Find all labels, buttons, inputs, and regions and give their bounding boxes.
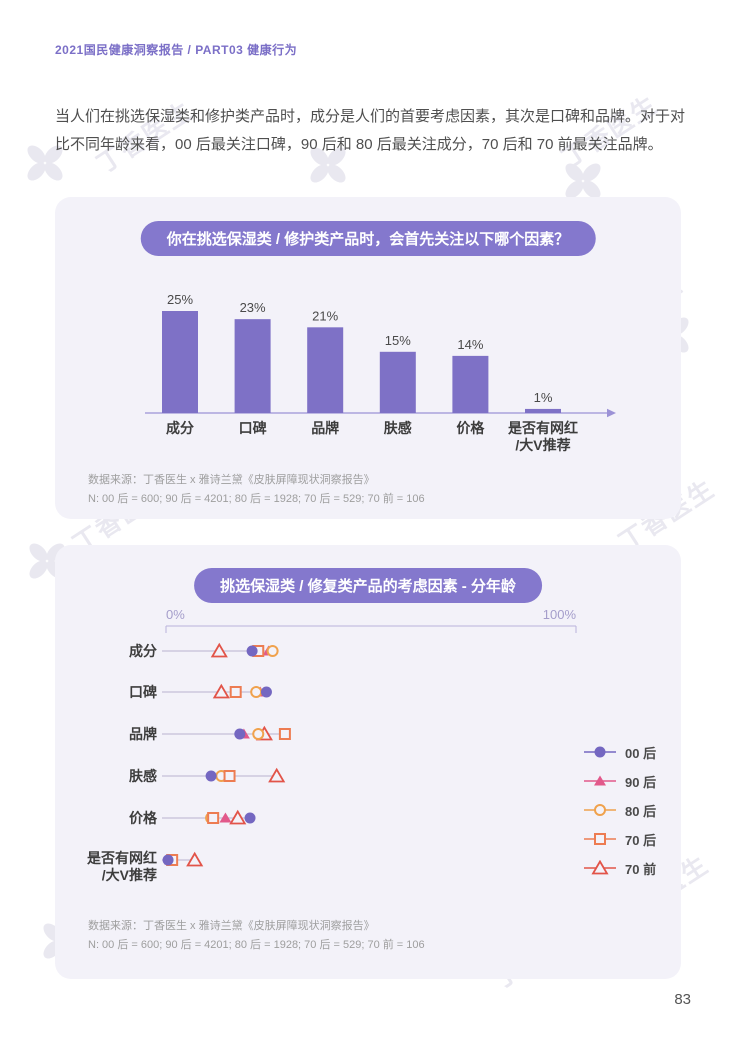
bar-group-5: 1% 是否有网红/大V推荐 bbox=[508, 390, 578, 453]
marker-triangle-open bbox=[229, 809, 247, 825]
x-axis-arrow-icon bbox=[607, 408, 616, 418]
marker-triangle-open bbox=[591, 860, 609, 875]
bar-chart-card: 你在挑选保湿类 / 修护类产品时，会首先关注以下哪个因素？ 25% 成分 23% 口碑… bbox=[55, 197, 681, 519]
page-number: 83 bbox=[674, 991, 691, 1008]
row-category-label: 肤感 bbox=[129, 768, 157, 784]
dot-plot: 0% 100% 成分口碑品牌肤感价格是否有网红/大V推荐 bbox=[83, 605, 658, 910]
dot-row-2: 品牌 bbox=[129, 725, 291, 742]
dot-plot-source: 数据来源：丁香医生 x 雅诗兰黛《皮肤屏障现状洞察报告》 N: 00 后 = 6… bbox=[88, 917, 425, 954]
dot-plot-legend: 00 后 90 后 80 后 70 后 70 前 bbox=[583, 745, 656, 890]
dot-plot-card: 挑选保湿类 / 修复类产品的考虑因素 - 分年龄 0% 100% 成分口碑品牌肤感价… bbox=[55, 545, 681, 979]
bar-category-label: 是否有网红/大V推荐 bbox=[508, 420, 578, 453]
marker-square-open bbox=[207, 812, 220, 824]
bar-group-3: 15% 肤感 bbox=[379, 333, 416, 436]
marker-triangle-filled bbox=[219, 812, 232, 823]
axis-label-100: 100% bbox=[543, 607, 577, 622]
intro-paragraph: 当人们在挑选保湿类和修护类产品时，成分是人们的首要考虑因素，其次是口碑和品牌。对… bbox=[55, 108, 686, 153]
row-category-label: 价格 bbox=[129, 810, 158, 826]
dot-row-5: 是否有网红/大V推荐 bbox=[87, 850, 204, 883]
bar bbox=[525, 408, 561, 413]
marker-circle-filled bbox=[234, 728, 246, 740]
legend-marker-icon bbox=[584, 860, 616, 875]
bar bbox=[307, 327, 344, 413]
legend-item-2: 80 后 bbox=[583, 803, 657, 819]
marker-square-open bbox=[223, 770, 236, 782]
marker-triangle-open bbox=[210, 642, 228, 658]
legend-item-4: 70 前 bbox=[583, 860, 657, 877]
source-line-2: N: 00 后 = 600; 90 后 = 4201; 80 后 = 1928;… bbox=[88, 938, 425, 951]
marker-circle-filled bbox=[162, 854, 174, 866]
axis-label-0: 0% bbox=[166, 607, 185, 622]
legend-label: 80 后 bbox=[625, 803, 657, 819]
bar bbox=[452, 355, 489, 413]
bar-category-label: 成分 bbox=[166, 420, 194, 436]
legend-marker-icon bbox=[584, 775, 616, 786]
legend-marker-icon bbox=[584, 804, 616, 816]
row-category-label: 是否有网红/大V推荐 bbox=[87, 850, 157, 883]
bar-value-label: 23% bbox=[240, 300, 266, 315]
dot-plot-title: 挑选保湿类 / 修复类产品的考虑因素 - 分年龄 bbox=[194, 568, 542, 603]
bar-chart-source: 数据来源：丁香医生 x 雅诗兰黛《皮肤屏障现状洞察报告》 N: 00 后 = 6… bbox=[88, 471, 425, 508]
legend-item-1: 90 后 bbox=[583, 774, 657, 790]
marker-triangle-open bbox=[186, 851, 204, 867]
bar-chart: 25% 成分 23% 口碑 21% 品牌 15% 肤感 14% 价格 1% 是否有网红/大V推荐 bbox=[83, 285, 655, 472]
dot-row-0: 成分 bbox=[129, 642, 279, 659]
marker-circle-filled bbox=[246, 645, 258, 657]
legend-label: 90 后 bbox=[625, 774, 657, 790]
row-category-label: 品牌 bbox=[129, 726, 157, 742]
bar-value-label: 15% bbox=[385, 333, 411, 348]
bar-category-label: 肤感 bbox=[384, 420, 412, 436]
marker-circle-filled bbox=[260, 686, 272, 698]
bar bbox=[162, 311, 198, 413]
marker-square-open bbox=[229, 686, 242, 698]
dot-row-3: 肤感 bbox=[129, 767, 286, 784]
legend-label: 00 后 bbox=[625, 745, 657, 761]
bar bbox=[234, 319, 271, 413]
marker-square-open bbox=[594, 833, 606, 845]
marker-square-open bbox=[278, 728, 291, 740]
report-breadcrumb: 2021国民健康洞察报告 / PART03 健康行为 bbox=[55, 43, 298, 57]
bar-category-label: 品牌 bbox=[311, 420, 339, 436]
dot-row-1: 口碑 bbox=[129, 683, 272, 700]
bar-group-2: 21% 品牌 bbox=[307, 308, 344, 436]
bar-value-label: 14% bbox=[457, 337, 483, 352]
legend-marker-icon bbox=[584, 746, 616, 758]
source-line-1: 数据来源：丁香医生 x 雅诗兰黛《皮肤屏障现状洞察报告》 bbox=[88, 920, 375, 932]
marker-circle-filled bbox=[244, 812, 256, 824]
marker-triangle-open bbox=[212, 683, 230, 699]
dot-row-4: 价格 bbox=[129, 809, 256, 826]
row-category-label: 成分 bbox=[129, 643, 157, 659]
source-line-1: 数据来源：丁香医生 x 雅诗兰黛《皮肤屏障现状洞察报告》 bbox=[88, 474, 375, 486]
bar-group-4: 14% 价格 bbox=[452, 337, 489, 436]
legend-item-3: 70 后 bbox=[583, 832, 657, 848]
marker-circle-open bbox=[250, 686, 263, 698]
marker-circle-open bbox=[594, 804, 606, 816]
source-line-2: N: 00 后 = 600; 90 后 = 4201; 80 后 = 1928;… bbox=[88, 492, 425, 505]
legend-item-0: 00 后 bbox=[583, 745, 657, 761]
bar-group-1: 23% 口碑 bbox=[234, 300, 271, 436]
marker-circle-open bbox=[252, 728, 265, 740]
bar-category-label: 口碑 bbox=[239, 420, 267, 436]
bar-value-label: 25% bbox=[167, 292, 193, 307]
bar-chart-svg: 25% 成分 23% 口碑 21% 品牌 15% 肤感 14% 价格 1% 是否有网红/大V推荐 bbox=[145, 292, 616, 453]
legend-label: 70 前 bbox=[625, 861, 657, 877]
bar bbox=[379, 351, 416, 413]
bar-value-label: 1% bbox=[534, 390, 553, 405]
marker-triangle-open bbox=[268, 767, 286, 783]
legend-marker-icon bbox=[584, 833, 616, 845]
row-category-label: 口碑 bbox=[129, 684, 157, 700]
legend-label: 70 后 bbox=[625, 832, 657, 848]
marker-circle-filled bbox=[594, 746, 606, 758]
bar-category-label: 价格 bbox=[456, 420, 485, 436]
marker-circle-filled bbox=[205, 770, 217, 782]
bar-chart-title: 你在挑选保湿类 / 修护类产品时，会首先关注以下哪个因素？ bbox=[140, 221, 596, 256]
bar-value-label: 21% bbox=[312, 308, 338, 323]
marker-triangle-filled bbox=[594, 775, 606, 786]
marker-circle-open bbox=[266, 645, 279, 657]
bar-group-0: 25% 成分 bbox=[162, 292, 198, 436]
